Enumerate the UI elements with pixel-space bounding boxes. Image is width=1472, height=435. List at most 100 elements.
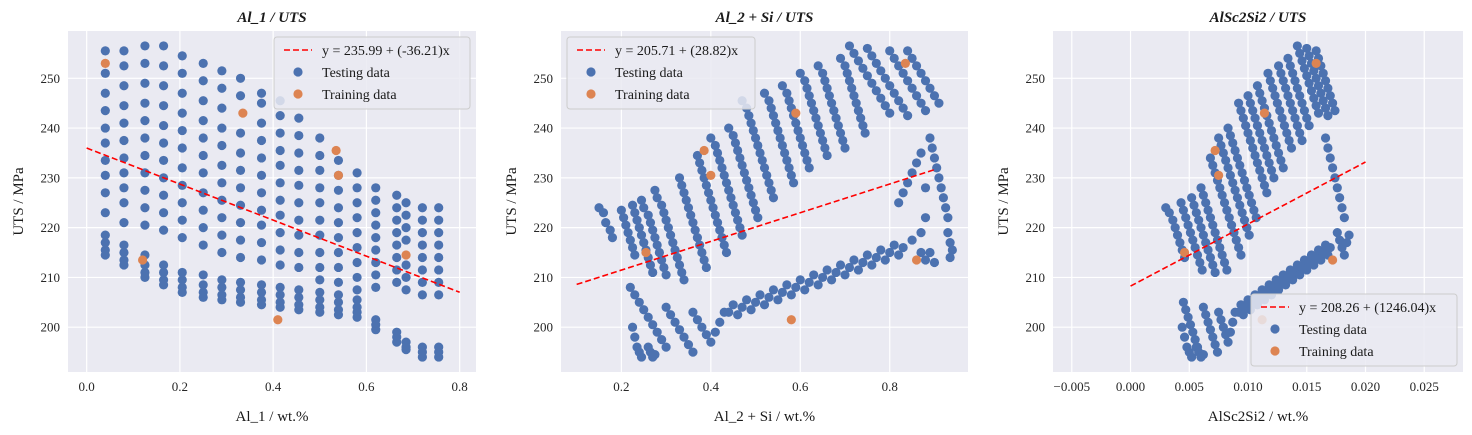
testing-point	[1205, 213, 1216, 223]
testing-point	[661, 342, 671, 352]
testing-point	[256, 287, 267, 297]
testing-point	[871, 86, 881, 96]
testing-point	[1235, 160, 1245, 171]
testing-point	[835, 260, 846, 270]
testing-point	[1177, 322, 1187, 332]
testing-point	[1273, 148, 1284, 158]
testing-point	[773, 295, 783, 305]
testing-point	[1259, 180, 1270, 190]
testing-point	[719, 170, 729, 180]
y-tick-label: 210	[534, 270, 554, 285]
testing-point	[920, 255, 931, 265]
testing-point	[1178, 297, 1189, 307]
testing-point	[665, 230, 676, 240]
testing-point	[748, 198, 758, 208]
testing-point	[867, 260, 877, 270]
testing-point	[650, 185, 660, 195]
testing-point	[1332, 228, 1342, 238]
testing-point	[788, 178, 799, 188]
testing-point	[876, 66, 886, 76]
testing-point	[401, 272, 411, 283]
testing-point	[1344, 230, 1354, 240]
testing-point	[820, 143, 830, 153]
testing-point	[140, 272, 150, 283]
testing-point	[625, 282, 635, 292]
x-tick-label: 0.6	[792, 379, 809, 394]
testing-point	[352, 285, 362, 295]
testing-point	[786, 170, 796, 180]
testing-point	[677, 180, 687, 190]
testing-point	[1295, 91, 1305, 101]
testing-point	[932, 163, 942, 173]
testing-point	[1231, 235, 1241, 245]
testing-point	[679, 332, 689, 342]
x-tick-label: 0.2	[172, 379, 188, 394]
testing-point	[630, 332, 640, 342]
testing-point	[701, 330, 711, 340]
legend-fit-label: y = 235.99 + (-36.21)x	[322, 44, 450, 59]
testing-point	[925, 247, 935, 258]
training-point	[1259, 108, 1270, 118]
testing-point	[777, 81, 787, 91]
testing-data-series	[100, 41, 444, 362]
testing-point	[1283, 91, 1293, 101]
testing-point	[766, 185, 776, 195]
testing-point	[119, 101, 129, 111]
testing-point	[256, 135, 267, 146]
testing-point	[1224, 213, 1234, 223]
testing-point	[903, 178, 913, 188]
testing-point	[858, 63, 868, 73]
testing-point	[927, 143, 937, 153]
testing-point	[733, 215, 743, 225]
testing-point	[401, 210, 411, 220]
testing-point	[943, 213, 953, 223]
testing-point	[140, 203, 150, 213]
legend-box	[273, 36, 471, 110]
testing-point	[1278, 163, 1288, 173]
testing-point	[889, 53, 899, 63]
testing-point	[198, 76, 208, 86]
testing-point	[797, 140, 808, 151]
testing-point	[158, 41, 169, 51]
testing-point	[858, 257, 868, 268]
training-point	[333, 170, 344, 180]
testing-point	[699, 255, 709, 265]
y-tick-label: 200	[534, 320, 554, 335]
testing-point	[1255, 128, 1265, 138]
testing-point	[140, 58, 150, 68]
testing-point	[925, 83, 935, 93]
testing-point	[795, 68, 805, 78]
testing-point	[140, 220, 150, 230]
training-point	[786, 315, 796, 325]
legend-training-label: Training data	[1299, 345, 1374, 360]
testing-point	[1236, 250, 1246, 260]
testing-point	[177, 275, 187, 285]
testing-point	[903, 46, 913, 56]
testing-point	[217, 213, 227, 223]
training-point	[1311, 58, 1321, 68]
testing-point	[1339, 250, 1349, 260]
testing-point	[315, 198, 325, 208]
testing-point	[806, 98, 817, 108]
testing-point	[315, 215, 325, 225]
testing-point	[1277, 113, 1287, 123]
testing-point	[697, 322, 707, 332]
testing-point	[826, 98, 837, 108]
testing-point	[275, 282, 285, 292]
testing-point	[768, 285, 779, 295]
testing-point	[818, 68, 828, 78]
testing-point	[275, 290, 285, 300]
testing-point	[690, 225, 700, 235]
testing-point	[793, 125, 803, 136]
testing-point	[217, 178, 227, 188]
testing-point	[1304, 51, 1314, 61]
testing-point	[275, 111, 285, 121]
testing-point	[1237, 168, 1247, 178]
testing-point	[417, 265, 427, 275]
testing-point	[679, 188, 689, 198]
testing-point	[885, 46, 895, 56]
testing-point	[621, 220, 631, 230]
testing-point	[294, 198, 304, 208]
testing-point	[256, 220, 267, 230]
legend-box	[1250, 293, 1458, 367]
